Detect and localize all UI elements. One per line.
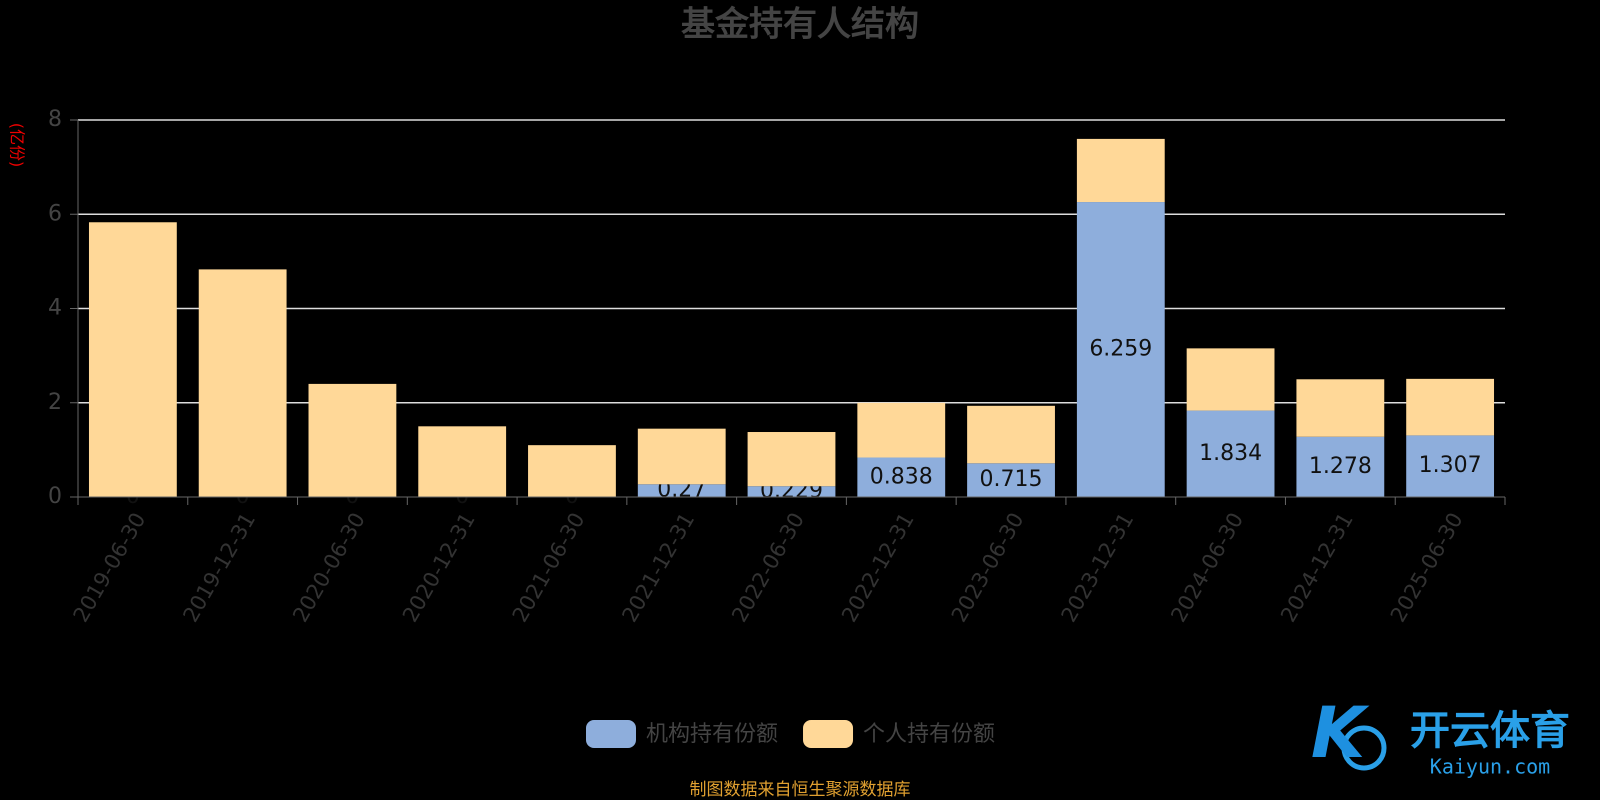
logo-k: K <box>1311 692 1370 774</box>
x-tick-label: 2023-12-31 <box>1057 509 1139 627</box>
legend-swatch <box>803 720 854 748</box>
bar-segment <box>418 426 507 497</box>
logo-ring <box>1341 725 1387 771</box>
x-tick-label: 2023-06-30 <box>947 509 1029 627</box>
legend-label: 机构持有份额 <box>646 722 778 747</box>
x-tick-label: 2022-06-30 <box>727 509 809 627</box>
y-axis-label: (亿份) <box>8 123 27 168</box>
x-tick-label: 2022-12-31 <box>837 509 919 627</box>
legend-label: 个人持有份额 <box>863 722 995 747</box>
bar-segment <box>857 457 946 497</box>
value-label: 1.307 <box>1419 453 1482 478</box>
value-label: 1.278 <box>1309 454 1372 479</box>
source-note: 制图数据来自恒生聚源数据库 <box>690 780 911 800</box>
watermark-title: 开云体育 <box>1410 708 1570 754</box>
y-tick-label: 0 <box>48 484 62 509</box>
y-tick-label: 2 <box>48 390 62 415</box>
bar-segment <box>308 383 397 497</box>
x-tick-label: 2024-06-30 <box>1166 509 1248 627</box>
x-tick-label: 2019-06-30 <box>69 509 151 627</box>
bar-segment <box>1406 378 1495 436</box>
bar-segment <box>1296 436 1385 497</box>
bar-segment <box>198 269 287 497</box>
bar-segment <box>637 428 726 485</box>
value-label: 6.259 <box>1089 337 1152 362</box>
chart-title: 基金持有人结构 <box>681 5 919 45</box>
x-tick-label: 2025-06-30 <box>1386 509 1468 627</box>
x-tick-label: 2019-12-31 <box>178 509 260 627</box>
bar-segment <box>1296 379 1385 437</box>
x-tick-label: 2020-12-31 <box>398 509 480 627</box>
value-label: 1.834 <box>1199 441 1262 466</box>
x-tick-label: 2021-06-30 <box>508 509 590 627</box>
legend-swatch <box>586 720 636 748</box>
bar-segment <box>1406 435 1495 497</box>
bar-segment <box>747 432 836 487</box>
value-label: 0.715 <box>980 467 1043 492</box>
bar-segment <box>967 463 1055 497</box>
watermark: K 开云体育 Kaiyun.com <box>1311 692 1570 778</box>
watermark-subtitle: Kaiyun.com <box>1430 755 1550 779</box>
bar-segment <box>1076 138 1165 203</box>
y-tick-label: 6 <box>48 201 62 226</box>
bar-segment <box>967 405 1055 464</box>
bar-segment <box>88 222 177 498</box>
value-label: 0.838 <box>870 464 933 489</box>
bar-segment <box>857 402 946 458</box>
bar-segment <box>1186 348 1275 411</box>
x-tick-label: 2021-12-31 <box>617 509 699 627</box>
y-tick-label: 4 <box>48 296 62 321</box>
bar-segment <box>528 445 616 497</box>
x-tick-label: 2024-12-31 <box>1276 509 1358 627</box>
x-tick-label: 2020-06-30 <box>288 509 370 627</box>
bar-segment <box>1186 410 1275 497</box>
bar-segment <box>1076 202 1165 498</box>
y-tick-label: 8 <box>48 107 62 132</box>
bar-segment <box>637 484 726 497</box>
bar-segment <box>747 486 836 497</box>
